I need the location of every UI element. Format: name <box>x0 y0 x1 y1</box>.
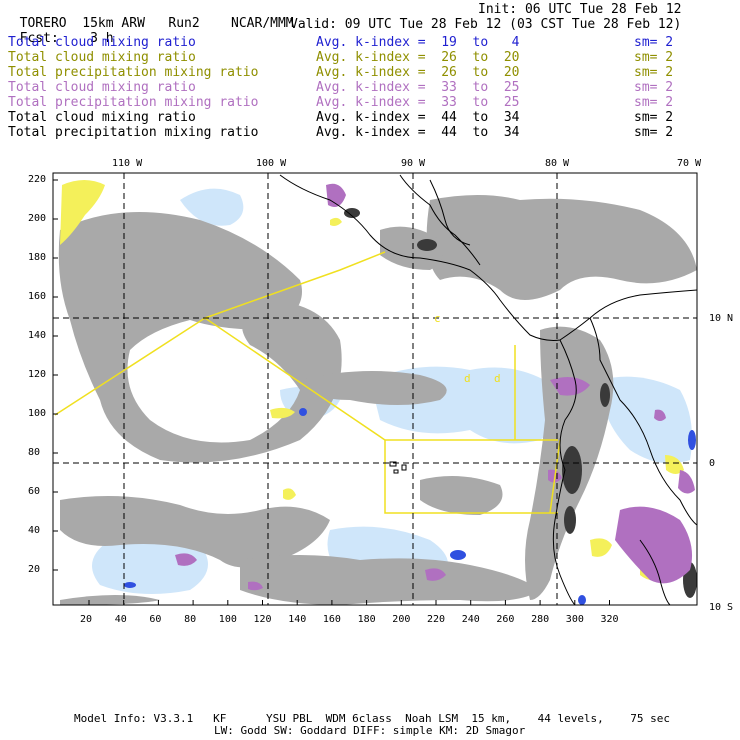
x-tick-label: 220 <box>427 614 446 625</box>
x-tick-label: 240 <box>461 614 480 625</box>
y-tick-label: 140 <box>28 330 47 341</box>
lon-label-100w: 100 W <box>256 158 287 169</box>
legend-smoothing: sm= 2 <box>634 65 674 80</box>
valid-time: Valid: 09 UTC Tue 28 Feb 12 (03 CST Tue … <box>290 17 682 32</box>
fcst-value: 3 h <box>90 31 114 46</box>
x-tick-label: 200 <box>392 614 411 625</box>
lat-label-10s: 10 S <box>709 602 734 613</box>
x-tick-label: 300 <box>565 614 584 625</box>
domain-letter-c: c <box>434 312 441 325</box>
x-tick-label: 80 <box>184 614 197 625</box>
physics-info: LW: Godd SW: Goddard DIFF: simple KM: 2D… <box>214 724 526 737</box>
legend-field-name: Total precipitation mixing ratio <box>8 125 259 140</box>
domain-letter-d: d <box>494 372 501 385</box>
legend-field-name: Total cloud mixing ratio <box>8 50 196 65</box>
legend-kindex: Avg. k-index = 33 to 25 <box>316 80 520 95</box>
y-tick-label: 60 <box>28 486 41 497</box>
legend-smoothing: sm= 2 <box>634 95 674 110</box>
init-time: Init: 06 UTC Tue 28 Feb 12 <box>478 2 682 17</box>
x-tick-label: 40 <box>114 614 127 625</box>
y-tick-label: 80 <box>28 447 41 458</box>
domain-letters: c d d <box>434 312 501 385</box>
model-header-line: TORERO 15km ARW Run2 NCAR/MMM <box>4 3 294 31</box>
y-tick-label: 40 <box>28 525 41 536</box>
y-tick-label: 180 <box>28 252 47 263</box>
legend-smoothing: sm= 2 <box>634 80 674 95</box>
lon-label-110w: 110 W <box>112 158 143 169</box>
model-run: Run2 <box>168 16 200 31</box>
legend-smoothing: sm= 2 <box>634 125 674 140</box>
lon-label-90w: 90 W <box>401 158 426 169</box>
x-tick-label: 100 <box>218 614 237 625</box>
purple-precip-field <box>175 183 695 591</box>
legend-smoothing: sm= 2 <box>634 50 674 65</box>
x-tick-label: 320 <box>600 614 619 625</box>
legend-field-name: Total cloud mixing ratio <box>8 80 196 95</box>
nested-domain-boundaries <box>54 251 561 514</box>
lon-label-80w: 80 W <box>545 158 570 169</box>
y-tick-marks <box>53 179 58 571</box>
x-tick-label: 260 <box>496 614 515 625</box>
x-tick-label: 180 <box>357 614 376 625</box>
x-tick-label: 60 <box>149 614 162 625</box>
y-tick-label: 160 <box>28 291 47 302</box>
y-tick-label: 100 <box>28 408 47 419</box>
coastlines <box>279 174 697 605</box>
lon-label-70w: 70 W <box>677 158 702 169</box>
legend-kindex: Avg. k-index = 26 to 20 <box>316 65 520 80</box>
legend-smoothing: sm= 2 <box>634 35 674 50</box>
legend-smoothing: sm= 2 <box>634 110 674 125</box>
map-fields <box>53 173 697 605</box>
blue-cloud-core <box>124 408 696 605</box>
legend-kindex: Avg. k-index = 44 to 34 <box>316 110 520 125</box>
y-tick-label: 220 <box>28 174 47 185</box>
x-tick-label: 20 <box>80 614 93 625</box>
lat-label-10n: 10 N <box>709 313 734 324</box>
legend-kindex: Avg. k-index = 19 to 4 <box>316 35 520 50</box>
x-tick-marks <box>88 600 610 605</box>
model-name: TORERO <box>19 16 67 31</box>
model-info: Model Info: V3.3.1 KF YSU PBL WDM 6class… <box>74 712 671 725</box>
domain-letter-d: d <box>464 372 471 385</box>
legend-kindex: Avg. k-index = 33 to 25 <box>316 95 520 110</box>
forecast-hour: Fcst: 3 h <box>4 18 114 46</box>
y-tick-label: 120 <box>28 369 47 380</box>
legend-field-name: Total precipitation mixing ratio <box>8 65 259 80</box>
lat-label-0: 0 <box>709 458 716 469</box>
y-tick-label: 20 <box>28 564 41 575</box>
legend-field-name: Total cloud mixing ratio <box>8 110 196 125</box>
map-frame <box>52 172 698 606</box>
legend-field-name: Total precipitation mixing ratio <box>8 95 259 110</box>
legend-field-name: Total cloud mixing ratio <box>8 35 196 50</box>
legend-kindex: Avg. k-index = 44 to 34 <box>316 125 520 140</box>
fcst-label: Fcst: <box>19 31 59 46</box>
lat-lon-graticule <box>53 173 697 605</box>
x-tick-label: 140 <box>288 614 307 625</box>
x-tick-label: 280 <box>531 614 550 625</box>
model-resolution: 15km ARW <box>82 16 145 31</box>
x-tick-label: 120 <box>253 614 272 625</box>
x-tick-label: 160 <box>322 614 341 625</box>
legend-kindex: Avg. k-index = 26 to 20 <box>316 50 520 65</box>
dark-cloud-cores <box>344 208 697 598</box>
y-tick-label: 200 <box>28 213 47 224</box>
model-org: NCAR/MMM <box>231 16 294 31</box>
